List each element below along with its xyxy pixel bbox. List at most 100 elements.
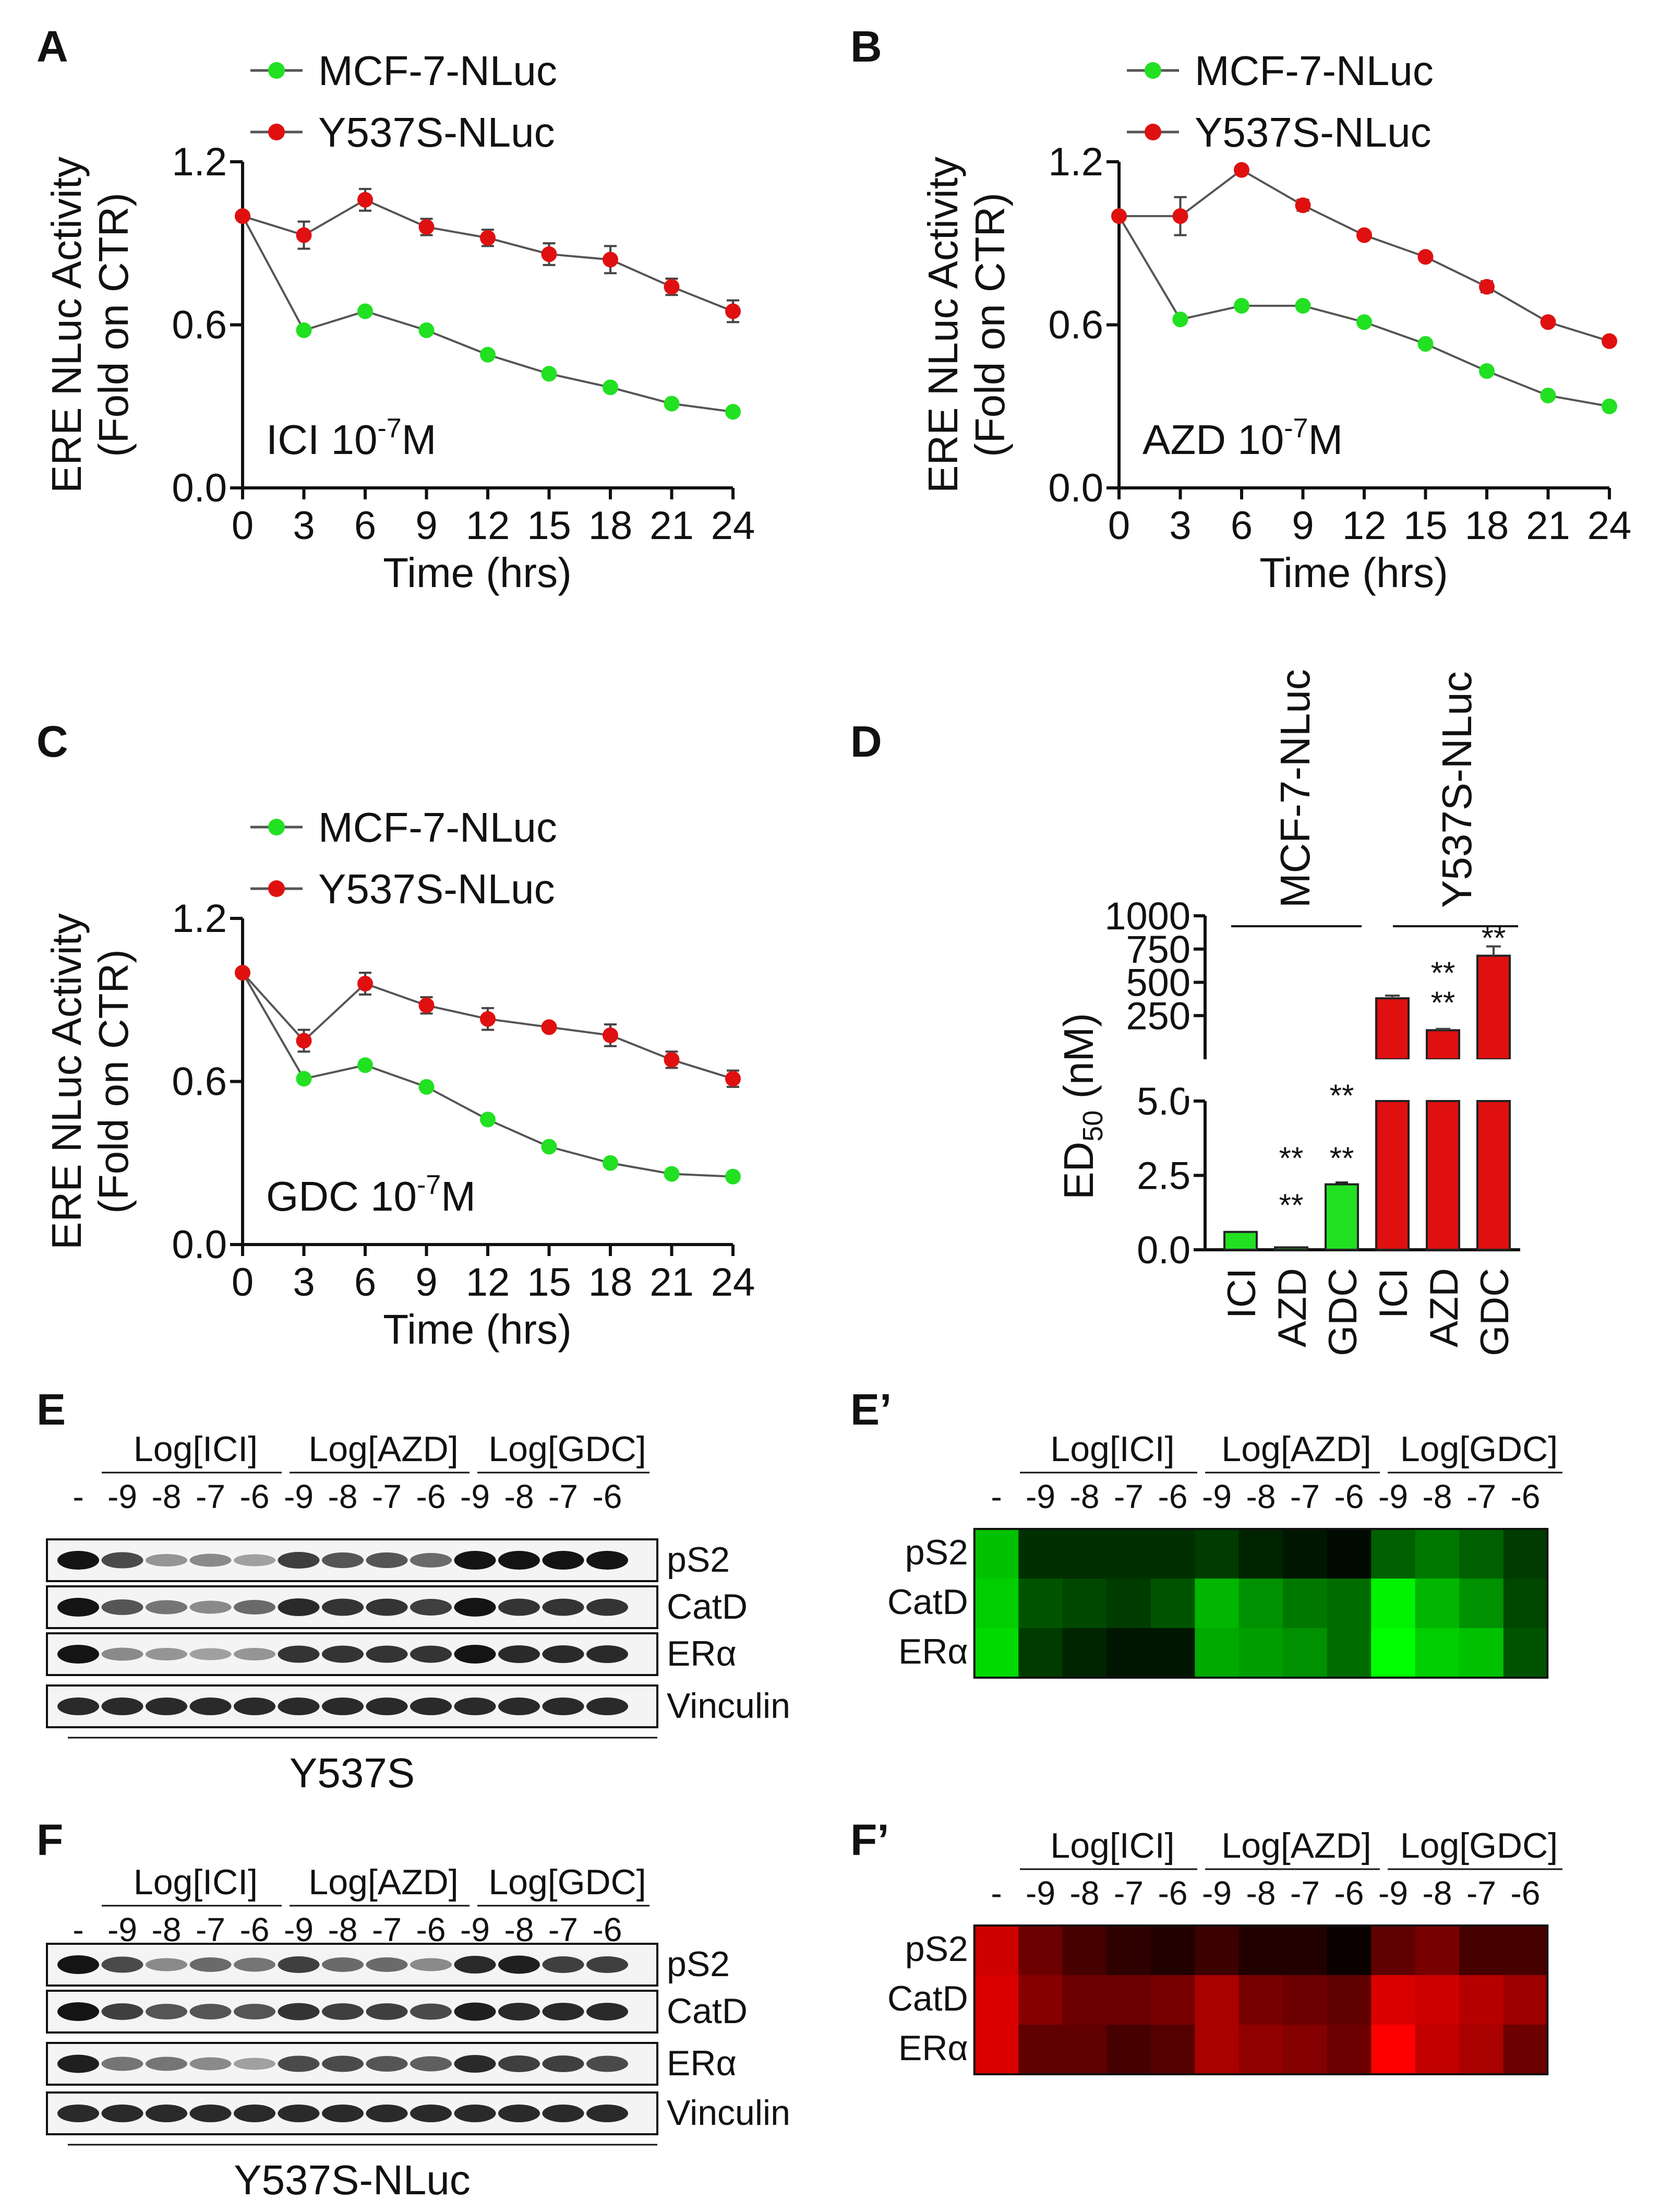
data-point	[418, 1079, 435, 1095]
x-tick-label: 15	[527, 1260, 571, 1305]
lane-label: -8	[1246, 1874, 1276, 1912]
blot-band	[454, 1645, 496, 1664]
blot-band	[410, 1553, 452, 1568]
data-point	[357, 192, 373, 208]
heatmap-cell	[1238, 1529, 1284, 1579]
lane-label: -9	[1202, 1478, 1232, 1515]
data-point	[1295, 197, 1311, 213]
treatment-group-label: Log[GDC]	[488, 1862, 646, 1902]
blot-band	[498, 1551, 540, 1570]
blot-band	[101, 1552, 143, 1569]
x-tick-label: 3	[293, 1260, 315, 1305]
treatment-group-label: Log[AZD]	[308, 1862, 458, 1902]
protein-label: pS2	[667, 1540, 730, 1580]
x-tick-label: 15	[527, 504, 571, 548]
row-label: ERα	[898, 2028, 968, 2068]
legend-marker	[268, 62, 285, 79]
y-axis-label-line1: ERE NLuc Activity	[43, 157, 90, 493]
treatment-group-label: Log[AZD]	[1221, 1429, 1371, 1469]
data-point	[1602, 333, 1617, 349]
blot-band	[366, 1552, 408, 1568]
data-point	[541, 366, 557, 382]
x-axis-label: Time (hrs)	[1259, 549, 1448, 596]
blot-band	[234, 1648, 275, 1660]
lane-label: -6	[1158, 1478, 1188, 1515]
blot-band	[146, 2056, 187, 2071]
lane-label: -7	[196, 1911, 225, 1948]
lane-label: -7	[1466, 1874, 1496, 1912]
heatmap-cell	[974, 2025, 1019, 2075]
heatmap-cell	[1503, 1975, 1548, 2025]
blot-band	[542, 2003, 584, 2020]
lane-label: -6	[1334, 1874, 1364, 1912]
data-point	[357, 1057, 373, 1073]
lane-label: -7	[1466, 1478, 1496, 1515]
y-axis-label-line2: (Fold on CTR)	[90, 949, 137, 1214]
blot-band	[57, 1697, 99, 1715]
data-point	[725, 1071, 741, 1087]
lane-label: -6	[593, 1478, 622, 1515]
lane-label: -9	[284, 1478, 314, 1515]
legend-label: Y537S-NLuc	[318, 109, 555, 156]
blot-band	[542, 2055, 584, 2072]
x-tick-label: 21	[1526, 504, 1570, 548]
data-point	[603, 1027, 618, 1043]
lane-label: -7	[196, 1478, 225, 1515]
blot-band	[454, 2002, 496, 2021]
blot-band	[498, 1697, 540, 1715]
heatmap-f-prime: Log[ICI] Log[AZD] Log[GDC]- -9 -8 -7 -6 -9 -8 -7-…	[887, 1826, 1562, 2075]
blot-band	[189, 2105, 232, 2122]
blot-band	[454, 1697, 496, 1715]
data-point	[1172, 208, 1188, 224]
blot-band	[586, 2055, 628, 2072]
blot-band	[57, 1598, 99, 1617]
heatmap-cell	[1062, 2025, 1108, 2075]
data-point	[1602, 398, 1617, 414]
heatmap-cell	[1415, 1926, 1460, 1976]
lane-label: -8	[1246, 1478, 1276, 1515]
blot-band	[542, 2105, 584, 2122]
blot-band	[278, 1598, 320, 1616]
blot-band	[410, 1645, 452, 1663]
heatmap-cell	[1371, 1628, 1416, 1678]
x-tick-label: 6	[1231, 504, 1253, 548]
heatmap-cell	[1150, 1529, 1196, 1579]
heatmap-cell	[1150, 1926, 1196, 1976]
blot-band	[189, 1553, 232, 1567]
blot-band	[498, 2003, 540, 2020]
y-tick-label: 0.0	[172, 1223, 227, 1267]
lane-label: -9	[107, 1911, 137, 1948]
series-line-y537s	[242, 198, 733, 313]
blot-band	[101, 2056, 143, 2071]
blot-band	[101, 1599, 143, 1615]
heatmap-cell	[1503, 1579, 1548, 1629]
group-label: MCF-7-NLuc	[1272, 669, 1318, 908]
data-point	[1356, 227, 1372, 243]
heatmap-cell	[1062, 1529, 1108, 1579]
blot-band	[57, 1551, 99, 1570]
blot-band	[189, 1957, 232, 1972]
blot-band	[366, 2003, 408, 2020]
treatment-group-label: Log[AZD]	[308, 1429, 458, 1469]
bar	[1223, 1230, 1258, 1251]
row-label: CatD	[887, 1582, 968, 1622]
bar-upper-segment	[1375, 997, 1410, 1060]
y-tick-label: 0.6	[172, 1060, 227, 1104]
category-label: ICI	[1220, 1268, 1264, 1319]
x-tick-label: 9	[415, 504, 437, 548]
data-point	[1417, 249, 1434, 265]
heatmap-cell	[1327, 1926, 1372, 1976]
blot-band	[101, 2003, 143, 2020]
x-tick-label: 6	[354, 1260, 376, 1305]
x-tick-label: 21	[649, 504, 694, 548]
heatmap-cell	[1150, 1628, 1196, 1678]
lane-label: -7	[1290, 1478, 1320, 1515]
blot-band	[410, 1697, 452, 1715]
blot-band	[101, 2105, 143, 2122]
row-label: ERα	[898, 1632, 968, 1671]
lane-label: -8	[152, 1911, 182, 1948]
heatmap-cell	[1062, 1926, 1108, 1976]
heatmap-cell	[1238, 1628, 1284, 1678]
y-tick-label: 1.2	[172, 140, 227, 184]
